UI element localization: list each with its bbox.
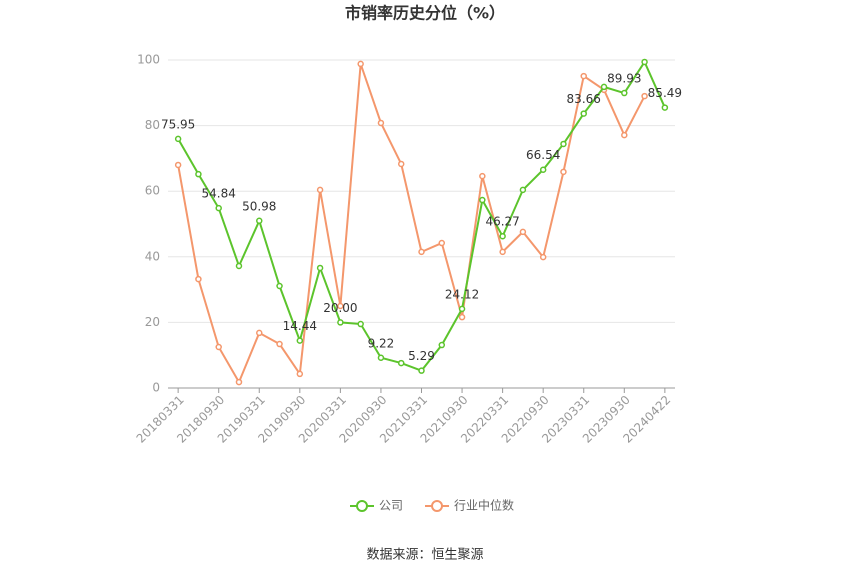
data-point — [661, 104, 669, 111]
data-point — [641, 92, 648, 100]
data-point — [195, 170, 202, 178]
data-point — [215, 204, 222, 212]
y-tick-label: 40 — [145, 249, 160, 263]
data-point — [418, 367, 425, 374]
y-tick-label: 0 — [152, 381, 160, 395]
data-point — [357, 60, 364, 68]
y-tick-label: 100 — [137, 53, 160, 67]
series-line — [177, 63, 646, 385]
data-point — [276, 340, 283, 348]
data-point — [580, 110, 587, 117]
data-point — [316, 186, 324, 194]
data-point — [458, 305, 466, 313]
data-point — [397, 160, 405, 168]
data-point — [377, 119, 385, 127]
data-point — [621, 131, 628, 139]
data-point — [418, 248, 425, 256]
data-point — [600, 83, 608, 91]
data-point — [337, 319, 344, 326]
data-point — [256, 329, 263, 337]
data-point — [296, 370, 304, 378]
data-label: 66.54 — [526, 148, 560, 162]
data-label: 89.93 — [607, 72, 641, 86]
y-tick-label: 80 — [145, 118, 160, 132]
data-point — [174, 135, 182, 143]
data-point — [560, 168, 567, 176]
data-label: 54.84 — [202, 187, 236, 201]
data-point — [174, 161, 182, 169]
data-label: 83.66 — [567, 92, 601, 106]
data-point — [580, 72, 587, 80]
data-point — [438, 239, 446, 247]
data-point — [215, 343, 222, 351]
legend-marker — [431, 500, 444, 512]
data-point — [499, 248, 506, 256]
data-point — [479, 196, 486, 204]
data-point — [539, 166, 547, 173]
data-point — [195, 275, 202, 283]
data-point — [539, 253, 547, 261]
data-label: 24.12 — [445, 287, 479, 301]
data-point — [296, 337, 304, 344]
data-point — [235, 262, 243, 270]
legend-label: 行业中位数 — [454, 498, 514, 513]
data-point — [499, 232, 506, 240]
data-point — [397, 359, 405, 367]
data-point — [519, 186, 527, 194]
data-point — [235, 378, 243, 386]
legend-label: 公司 — [379, 499, 403, 513]
y-tick-label: 20 — [145, 315, 160, 329]
series-line — [177, 59, 666, 372]
data-label: 20.00 — [323, 301, 357, 315]
y-tick-label: 60 — [145, 184, 160, 198]
data-point — [479, 172, 486, 180]
data-label: 5.29 — [408, 349, 435, 363]
data-point — [519, 228, 527, 236]
data-label: 14.44 — [283, 319, 317, 333]
data-label: 75.95 — [161, 117, 195, 131]
data-point — [438, 341, 446, 349]
data-point — [357, 320, 364, 328]
data-point — [458, 313, 466, 321]
data-point — [316, 264, 324, 272]
data-point — [560, 140, 567, 148]
data-point — [377, 354, 385, 362]
data-point — [641, 58, 648, 66]
source: 数据来源：恒生聚源 — [366, 548, 483, 563]
legend-marker — [356, 500, 368, 512]
data-point — [276, 282, 283, 290]
data-label: 9.22 — [368, 336, 395, 350]
data-point — [337, 302, 344, 310]
data-label: 46.27 — [485, 215, 519, 229]
data-point — [256, 217, 263, 225]
data-point — [621, 89, 628, 97]
data-label: 50.98 — [242, 199, 276, 213]
data-label: 85.49 — [648, 86, 682, 100]
chart-title: 市销率历史分位（%） — [345, 4, 505, 23]
